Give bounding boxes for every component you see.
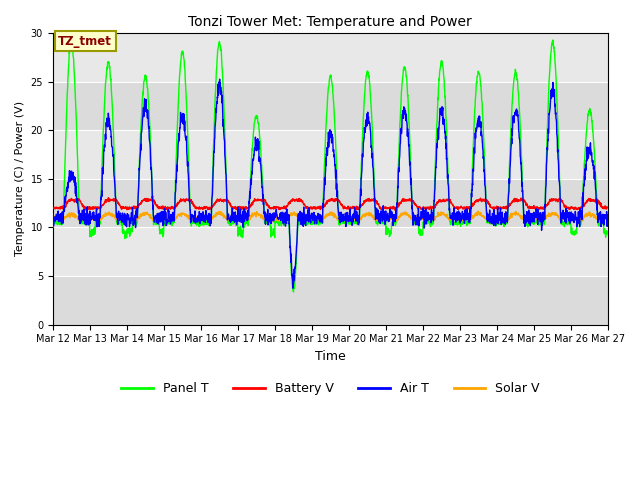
Air T [492,219,500,225]
Air T [204,213,211,219]
Bar [52,276,608,324]
Air T [604,213,612,219]
Air T [359,154,367,159]
Legend: Panel T, Battery V, Air T, Solar V: Panel T, Battery V, Air T, Solar V [116,377,544,400]
Panel T [204,222,211,228]
Battery V [347,204,355,210]
Panel T [492,223,500,229]
Air T [556,178,563,184]
Air T [289,285,297,291]
Panel T [604,232,612,238]
Battery V [571,205,579,211]
Battery V [556,196,563,202]
Solar V [204,215,211,221]
Panel T [290,289,298,295]
Line: Air T: Air T [52,79,608,288]
Panel T [347,221,355,227]
Solar V [347,216,355,222]
Title: Tonzi Tower Met: Temperature and Power: Tonzi Tower Met: Temperature and Power [189,15,472,29]
Line: Solar V: Solar V [52,211,608,222]
Line: Battery V: Battery V [52,198,608,210]
Solar V [556,216,563,222]
Solar V [492,215,500,220]
Solar V [49,215,56,220]
X-axis label: Time: Time [315,350,346,363]
Solar V [359,212,367,218]
Panel T [571,231,579,237]
Bar [52,179,608,228]
Battery V [104,195,112,201]
Air T [571,216,579,222]
Solar V [571,216,579,221]
Solar V [474,208,482,214]
Battery V [204,205,212,211]
Panel T [556,169,563,175]
Battery V [359,201,367,207]
Panel T [49,224,56,230]
Air T [49,215,56,221]
Line: Panel T: Panel T [52,40,608,292]
Battery V [492,204,500,210]
Solar V [269,219,277,225]
Battery V [82,207,90,213]
Air T [216,76,223,82]
Solar V [604,214,612,220]
Text: TZ_tmet: TZ_tmet [58,35,112,48]
Y-axis label: Temperature (C) / Power (V): Temperature (C) / Power (V) [15,101,25,256]
Bar [52,82,608,130]
Battery V [49,205,56,211]
Air T [347,213,355,219]
Panel T [549,37,557,43]
Battery V [604,204,612,210]
Panel T [359,130,367,135]
